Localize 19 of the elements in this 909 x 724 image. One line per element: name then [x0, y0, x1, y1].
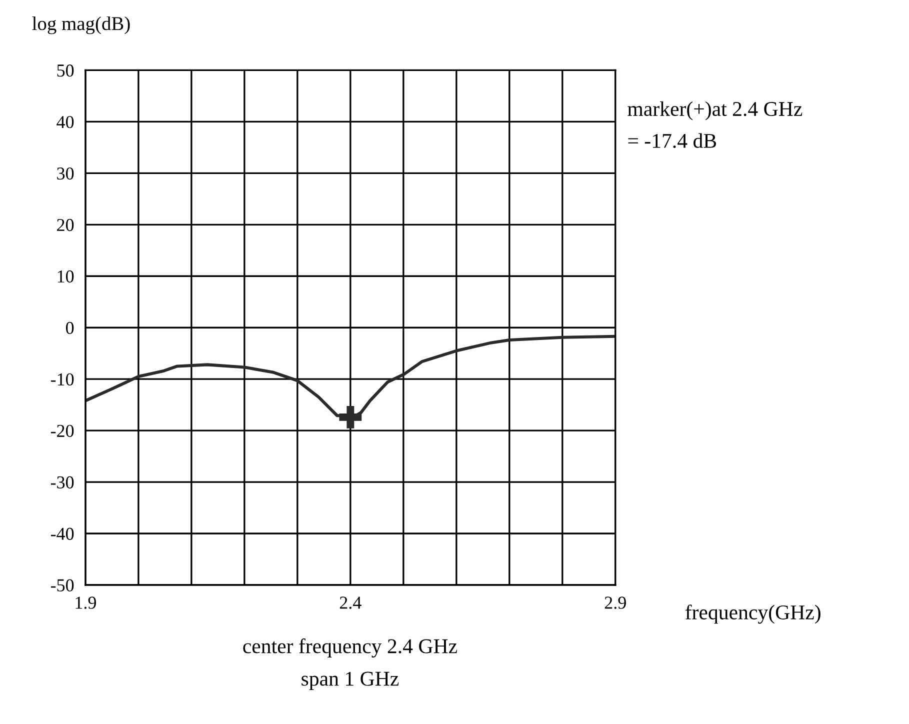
y-axis-title: log mag(dB) — [32, 16, 130, 34]
y-tick-label: 40 — [56, 116, 74, 128]
y-tick-label: 0 — [66, 322, 74, 334]
y-tick-label: 30 — [57, 167, 74, 180]
x-axis-title: frequency(GHz) — [685, 604, 820, 624]
y-tick-label: 10 — [58, 270, 74, 283]
x-tick-label: 2.4 — [340, 596, 362, 609]
y-tick-label: -50 — [50, 579, 74, 592]
y-tick-label: -40 — [50, 528, 74, 540]
y-tick-label: -30 — [50, 476, 74, 488]
y-tick-label: -20 — [50, 424, 74, 438]
y-tick-label: 20 — [57, 218, 74, 232]
text: marker(+)at 2.4 GHz = -17.4 dB — [628, 101, 802, 148]
x-tick-label: 1.9 — [76, 596, 96, 609]
x-tick-label: 2.9 — [604, 596, 626, 609]
y-tick-label: -10 — [50, 373, 74, 386]
text: center frequency 2.4 GHz — [243, 638, 457, 658]
y-tick-label: 50 — [57, 64, 74, 77]
text: span 1 GHz — [302, 672, 399, 690]
